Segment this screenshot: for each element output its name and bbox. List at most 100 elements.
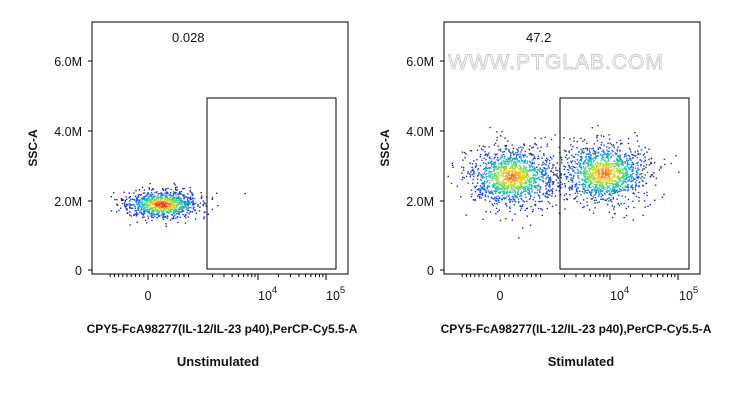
right-event-point [577, 192, 579, 194]
left-event-point [193, 203, 195, 205]
right-event-point [618, 190, 620, 193]
left-event-point [174, 211, 176, 214]
right-event-point [561, 162, 563, 164]
left-event-point [165, 193, 167, 195]
left-event-point [157, 195, 159, 197]
right-event-point [610, 152, 612, 155]
right-event-point [539, 167, 541, 169]
left-event-point [137, 209, 139, 212]
left-event-point [159, 207, 161, 209]
right-event-point [536, 185, 539, 187]
right-event-point [608, 160, 610, 163]
right-event-point [506, 191, 509, 194]
right-event-point [491, 161, 493, 163]
left-event-point [159, 204, 161, 206]
right-event-point [527, 192, 530, 194]
right-event-point [610, 190, 612, 192]
right-event-point [489, 190, 492, 193]
right-event-point [525, 207, 528, 210]
left-event-point [163, 204, 165, 206]
right-event-point [643, 153, 646, 155]
right-event-point [522, 186, 524, 188]
right-event-point [482, 185, 484, 187]
right-event-point [520, 157, 522, 159]
left-event-point [165, 200, 167, 202]
right-event-point [608, 190, 610, 192]
left-event-point [147, 210, 149, 212]
right-event-point [482, 162, 485, 164]
right-event-point [619, 180, 621, 182]
left-event-point [162, 218, 165, 220]
right-event-point [584, 160, 586, 162]
right-event-point [585, 162, 587, 164]
left-event-point [145, 209, 147, 211]
right-event-point [592, 162, 594, 164]
left-event-point [150, 195, 153, 197]
right-event-point [581, 179, 584, 181]
right-event-point [578, 151, 580, 153]
right-event-point [526, 173, 528, 175]
left-event-point [191, 192, 193, 194]
right-event-point [534, 177, 536, 179]
right-event-point [504, 162, 506, 165]
left-event-point [172, 195, 174, 197]
right-event-point [498, 149, 500, 151]
right-event-point [483, 172, 485, 174]
left-event-point [189, 197, 192, 200]
right-event-point [603, 192, 606, 194]
right-event-point [530, 183, 532, 185]
right-event-point [604, 174, 606, 176]
right-event-point [571, 154, 573, 156]
right-event-point [625, 172, 628, 174]
right-event-point [604, 193, 606, 195]
right-event-point [521, 227, 524, 229]
right-event-point [479, 178, 482, 181]
right-event-point [555, 167, 557, 169]
right-event-point [525, 196, 527, 199]
right-event-point [526, 215, 528, 217]
left-event-point [175, 197, 177, 199]
right-event-point [515, 195, 517, 197]
right-event-point [592, 212, 595, 214]
right-event-point [513, 185, 515, 187]
right-event-point [502, 185, 504, 187]
right-event-point [572, 181, 574, 183]
left-event-point [139, 199, 141, 201]
left-event-point [151, 211, 153, 213]
right-event-point [579, 164, 581, 167]
right-event-point [516, 171, 518, 173]
right-event-point [485, 173, 487, 176]
right-event-point [634, 185, 637, 187]
right-event-point [504, 161, 507, 163]
right-event-point [597, 175, 600, 177]
right-event-point [638, 181, 640, 184]
right-event-point [620, 142, 622, 145]
right-event-point [597, 164, 599, 166]
right-event-point [560, 174, 562, 176]
right-event-point [571, 186, 574, 188]
left-event-point [165, 225, 167, 227]
left-event-point [183, 198, 185, 200]
right-event-point [621, 142, 623, 145]
right-event-point [576, 163, 579, 165]
left-event-point [154, 206, 156, 208]
right-event-point [603, 135, 605, 138]
left-event-point [194, 218, 197, 220]
left-event-point [142, 200, 144, 203]
right-event-point [616, 165, 618, 167]
right-event-point [591, 189, 593, 192]
right-event-point [625, 174, 627, 176]
right-event-point [593, 160, 595, 163]
right-event-point [575, 167, 577, 169]
right-event-point [494, 142, 497, 145]
left-event-point [151, 194, 153, 196]
right-event-point [535, 175, 537, 177]
right-event-point [507, 183, 509, 185]
right-event-point [480, 148, 483, 150]
right-event-point [531, 154, 534, 156]
right-event-point [497, 163, 500, 165]
left-event-point [191, 211, 194, 213]
left-event-point [162, 216, 164, 219]
right-event-point [580, 148, 582, 151]
left-event-point [113, 192, 115, 194]
